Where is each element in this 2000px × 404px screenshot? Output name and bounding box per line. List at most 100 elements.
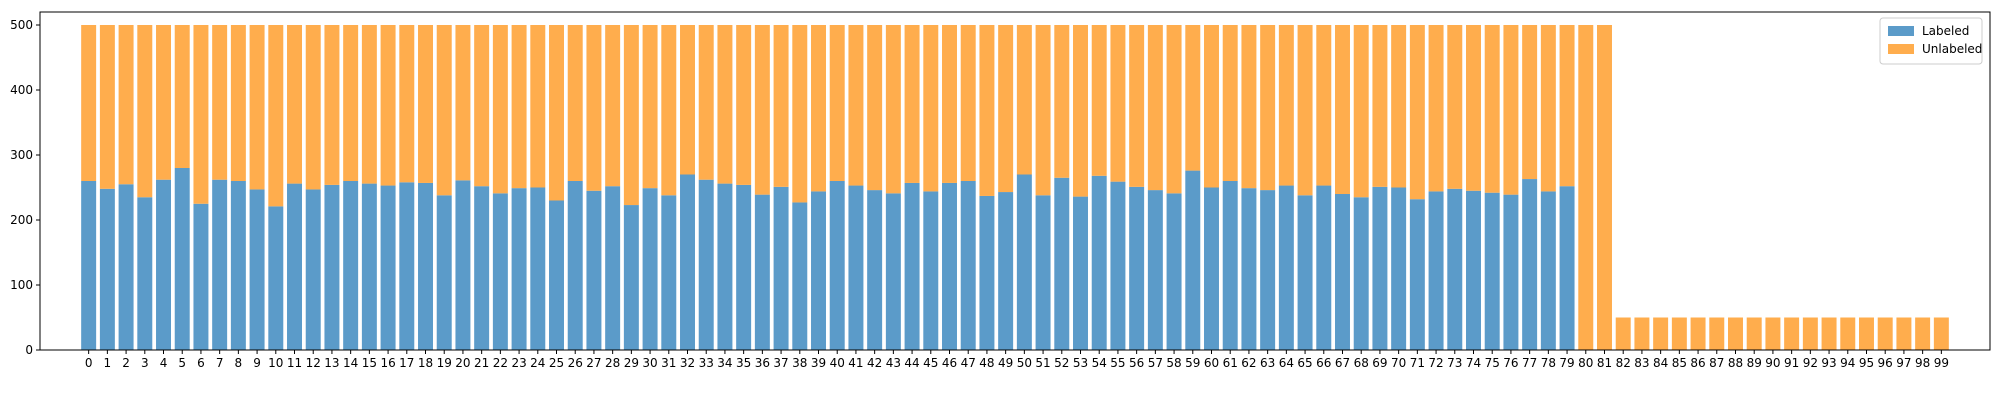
- bar-labeled: [1466, 190, 1481, 350]
- x-tick-label: 28: [605, 356, 620, 370]
- x-tick-label: 92: [1803, 356, 1818, 370]
- bar-labeled: [343, 181, 359, 350]
- bar-unlabeled: [1503, 25, 1519, 195]
- bar-unlabeled: [81, 25, 97, 181]
- bar-labeled: [1166, 193, 1182, 350]
- x-tick-label: 87: [1709, 356, 1724, 370]
- bar-unlabeled: [942, 25, 957, 183]
- bar-unlabeled: [1129, 25, 1145, 187]
- x-tick-label: 66: [1316, 356, 1331, 370]
- x-tick-label: 71: [1410, 356, 1425, 370]
- x-tick-label: 42: [867, 356, 882, 370]
- x-tick-label: 89: [1747, 356, 1762, 370]
- bar-unlabeled: [1073, 25, 1088, 197]
- bar-labeled: [174, 168, 190, 350]
- bar-unlabeled: [156, 25, 171, 180]
- x-tick-label: 45: [923, 356, 938, 370]
- bar-unlabeled: [230, 25, 246, 181]
- bar-unlabeled: [1466, 25, 1481, 191]
- x-tick-label: 95: [1859, 356, 1874, 370]
- x-tick-label: 64: [1279, 356, 1294, 370]
- legend: Labeled Unlabeled: [1879, 17, 1983, 65]
- bar-unlabeled: [1222, 25, 1238, 181]
- bar-labeled: [1428, 191, 1444, 350]
- x-tick-label: 18: [418, 356, 433, 370]
- y-tick-label: 500: [10, 18, 33, 32]
- bar-labeled: [99, 188, 115, 350]
- x-tick-label: 73: [1447, 356, 1462, 370]
- bar-labeled: [1503, 194, 1519, 350]
- bar-unlabeled: [1241, 25, 1257, 189]
- bar-labeled: [717, 183, 733, 350]
- bar-unlabeled: [1110, 25, 1126, 182]
- bar-labeled: [754, 194, 770, 350]
- bar-unlabeled: [137, 25, 153, 198]
- bar-labeled: [137, 197, 153, 350]
- x-tick-label: 44: [904, 356, 919, 370]
- plot-frame: [39, 11, 1991, 351]
- bar-unlabeled: [492, 25, 508, 194]
- bar-unlabeled: [1428, 25, 1444, 192]
- bar-unlabeled: [324, 25, 340, 185]
- y-tick-label: 0: [25, 343, 33, 357]
- x-tick-label: 96: [1878, 356, 1893, 370]
- bar-unlabeled: [1840, 317, 1856, 350]
- x-tick-label: 93: [1821, 356, 1836, 370]
- x-tick-label: 8: [235, 356, 243, 370]
- bar-unlabeled: [1690, 317, 1706, 350]
- bar-unlabeled: [511, 25, 527, 189]
- x-tick-label: 99: [1934, 356, 1949, 370]
- bar-labeled: [792, 202, 808, 350]
- bar-unlabeled: [1728, 317, 1743, 350]
- bar-unlabeled: [99, 25, 115, 189]
- bar-labeled: [623, 205, 639, 350]
- x-tick-label: 41: [848, 356, 863, 370]
- bar-labeled: [361, 183, 377, 350]
- bar-unlabeled: [923, 25, 939, 192]
- x-tick-label: 57: [1148, 356, 1163, 370]
- bar-labeled: [193, 203, 209, 350]
- bar-unlabeled: [530, 25, 546, 188]
- bar-labeled: [399, 182, 415, 350]
- bar-unlabeled: [1484, 25, 1500, 193]
- x-tick-label: 51: [1035, 356, 1050, 370]
- bar-unlabeled: [1933, 317, 1949, 350]
- bar-unlabeled: [792, 25, 808, 203]
- bar-unlabeled: [1147, 25, 1163, 191]
- x-tick-label: 49: [998, 356, 1013, 370]
- x-tick-label: 54: [1092, 356, 1107, 370]
- x-tick-label: 47: [961, 356, 976, 370]
- bar-unlabeled: [736, 25, 752, 185]
- x-tick-label: 20: [455, 356, 470, 370]
- bar-unlabeled: [1597, 25, 1612, 350]
- x-tick-label: 24: [530, 356, 545, 370]
- bar-labeled: [1241, 188, 1257, 350]
- bar-labeled: [567, 181, 583, 350]
- x-tick-label: 98: [1915, 356, 1930, 370]
- bar-labeled: [1372, 186, 1388, 350]
- bar-unlabeled: [1859, 317, 1874, 350]
- x-tick-label: 79: [1559, 356, 1574, 370]
- x-tick-label: 97: [1896, 356, 1911, 370]
- bar-unlabeled: [174, 25, 190, 168]
- bar-labeled: [324, 184, 340, 350]
- bar-labeled: [1129, 186, 1145, 350]
- bar-unlabeled: [867, 25, 883, 191]
- x-tick-label: 83: [1634, 356, 1649, 370]
- bar-labeled: [736, 184, 752, 350]
- bar-labeled: [230, 181, 246, 350]
- bar-labeled: [1204, 187, 1219, 350]
- bar-labeled: [1091, 175, 1107, 350]
- x-tick-label: 81: [1597, 356, 1612, 370]
- bar-unlabeled: [1634, 317, 1650, 350]
- bar-unlabeled: [829, 25, 845, 181]
- x-tick-label: 30: [642, 356, 657, 370]
- bar-unlabeled: [661, 25, 677, 196]
- x-tick-label: 5: [178, 356, 186, 370]
- bar-labeled: [979, 195, 995, 350]
- bar-labeled: [1297, 195, 1313, 350]
- bar-unlabeled: [1578, 25, 1594, 350]
- x-tick-label: 52: [1054, 356, 1069, 370]
- bar-labeled: [960, 181, 976, 350]
- bar-labeled: [642, 188, 658, 350]
